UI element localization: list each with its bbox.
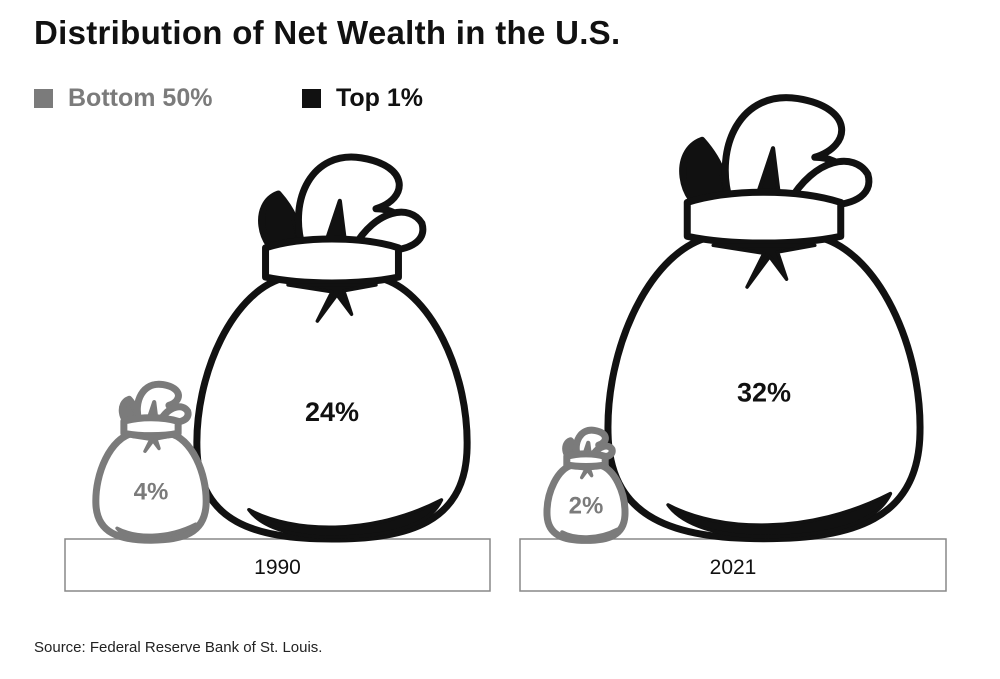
- value-label-bottom-50-1990: 4%: [134, 478, 169, 505]
- legend-label-top-1: Top 1%: [336, 84, 424, 112]
- category-label-2021: 2021: [710, 556, 757, 579]
- legend-swatch-bottom-50: [34, 89, 53, 108]
- bag-bottom-50-1990: [92, 380, 210, 544]
- category-label-1990: 1990: [254, 556, 301, 579]
- bag-bottom-50-2021: [543, 426, 629, 544]
- category-base-2021: [519, 538, 947, 592]
- bag-top-1-1990: [193, 153, 471, 543]
- legend-swatch-top-1: [302, 89, 321, 108]
- value-label-top-1-1990: 24%: [305, 397, 359, 427]
- bag-top-1-2021: [604, 94, 924, 543]
- value-label-top-1-2021: 32%: [737, 377, 791, 407]
- legend-item-bottom-50: Bottom 50%: [34, 84, 212, 113]
- chart-title: Distribution of Net Wealth in the U.S.: [34, 14, 621, 51]
- category-base-1990: [64, 538, 491, 592]
- legend-item-top-1: Top 1%: [302, 84, 423, 113]
- value-label-bottom-50-2021: 2%: [569, 492, 604, 519]
- source-note: Source: Federal Reserve Bank of St. Loui…: [34, 639, 323, 656]
- legend-label-bottom-50: Bottom 50%: [68, 84, 213, 112]
